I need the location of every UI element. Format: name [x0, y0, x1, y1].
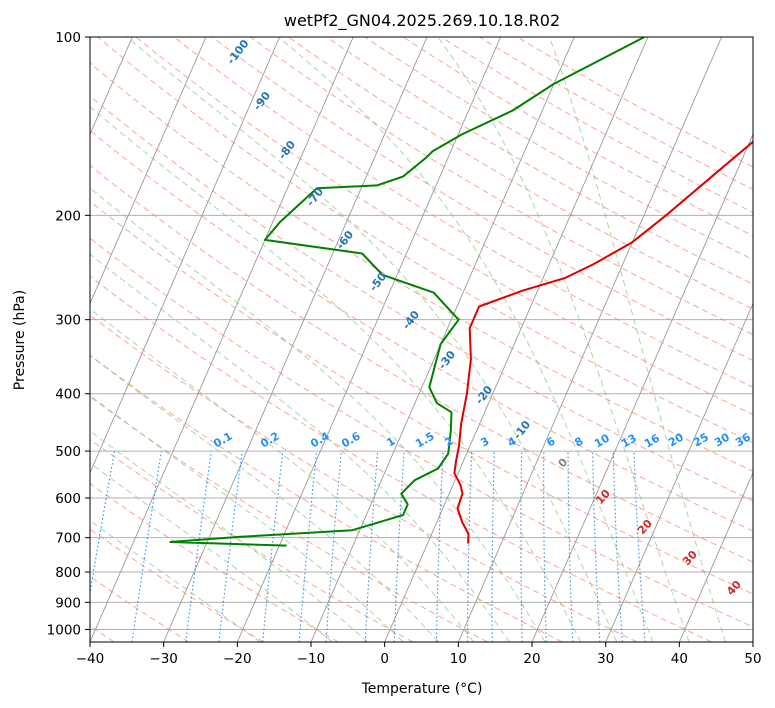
x-tick-label: −40	[76, 651, 105, 667]
temperature-profile-line	[453, 140, 753, 544]
moist-adiabat-line	[549, 37, 727, 642]
y-axis-label: Pressure (hPa)	[12, 290, 28, 390]
moist-adiabat-line	[126, 37, 618, 642]
dry-adiabat-line	[90, 482, 339, 642]
dry-adiabat-line	[90, 275, 712, 642]
isotherm-line	[605, 302, 753, 642]
dry-adiabat-line	[90, 314, 638, 642]
dry-adiabat-line	[96, 37, 753, 444]
dewpoint-profile-line	[169, 37, 645, 547]
x-tick-label: −10	[297, 651, 326, 667]
dry-adiabat-line	[90, 396, 488, 642]
y-tick-label: 400	[55, 387, 81, 403]
moist-adiabat-line	[90, 308, 475, 642]
moist-adiabat-line	[278, 37, 654, 642]
y-tick-label: 900	[55, 595, 81, 611]
x-tick-label: 40	[671, 651, 688, 667]
dry-adiabat-line	[90, 528, 264, 642]
isotherm-line	[163, 37, 428, 642]
dry-adiabat-line	[90, 438, 414, 642]
moist-adiabat-line	[90, 394, 404, 642]
y-tick-label: 500	[55, 444, 81, 460]
isotherm-line	[531, 133, 753, 642]
moist-adiabat-line	[437, 37, 690, 642]
isotherm-line	[0, 37, 59, 642]
isotherm-line	[90, 37, 207, 305]
y-tick-label: 300	[55, 313, 81, 329]
mixing-ratio-line	[218, 451, 243, 642]
data-series	[169, 37, 753, 547]
moist-adiabat-line	[90, 462, 333, 642]
axis-ticks: −40 −30 −20 −10 0 10 20 30 40 50 100 200 300 400 500 60…	[47, 30, 762, 667]
dry-adiabat-line	[90, 200, 753, 595]
dry-adiabat-line	[90, 129, 753, 532]
x-tick-label: 20	[523, 651, 540, 667]
dry-adiabat-line	[90, 354, 563, 642]
mixing-ratio-line	[325, 451, 342, 642]
y-tick-label: 1000	[47, 622, 81, 638]
x-tick-label: 10	[450, 651, 467, 667]
dry-adiabat-line	[90, 164, 753, 563]
moist-adiabat-line	[90, 430, 369, 642]
y-tick-label: 200	[55, 208, 81, 224]
isotherm-line	[384, 37, 649, 642]
dry-adiabat-line	[173, 37, 753, 388]
dry-adiabat-line	[287, 37, 753, 310]
isotherm-line	[90, 37, 281, 474]
isotherm-line	[457, 37, 723, 642]
x-tick-label: 30	[597, 651, 614, 667]
mixing-ratio-line	[185, 451, 213, 642]
x-tick-label: 0	[380, 651, 389, 667]
dry-adiabat-line	[90, 95, 753, 502]
mixing-ratio-line	[262, 451, 284, 642]
dry-adiabat-line	[325, 37, 753, 285]
y-tick-label: 600	[55, 491, 81, 507]
moist-adiabat-line	[90, 519, 261, 642]
x-tick-label: 50	[744, 651, 761, 667]
moist-adiabat-line	[90, 253, 510, 642]
isotherm-line	[752, 640, 753, 642]
y-tick-label: 100	[55, 30, 81, 46]
x-tick-label: −20	[223, 651, 252, 667]
x-tick-label: −30	[149, 651, 178, 667]
isotherm-line	[678, 471, 753, 642]
chart-title: wetPf2_GN04.2025.269.10.18.R02	[284, 11, 560, 31]
moist-adiabat-line	[90, 354, 439, 642]
x-axis-label: Temperature (°C)	[361, 681, 483, 697]
y-tick-label: 800	[55, 565, 81, 581]
mixing-ratio-line	[298, 451, 318, 642]
isotherm-line	[90, 37, 354, 642]
mixing-ratio-line	[131, 451, 163, 642]
plot-frame	[89, 36, 754, 643]
y-tick-label: 700	[55, 531, 81, 547]
dry-adiabat-line	[211, 37, 753, 362]
background-lines	[0, 37, 753, 642]
